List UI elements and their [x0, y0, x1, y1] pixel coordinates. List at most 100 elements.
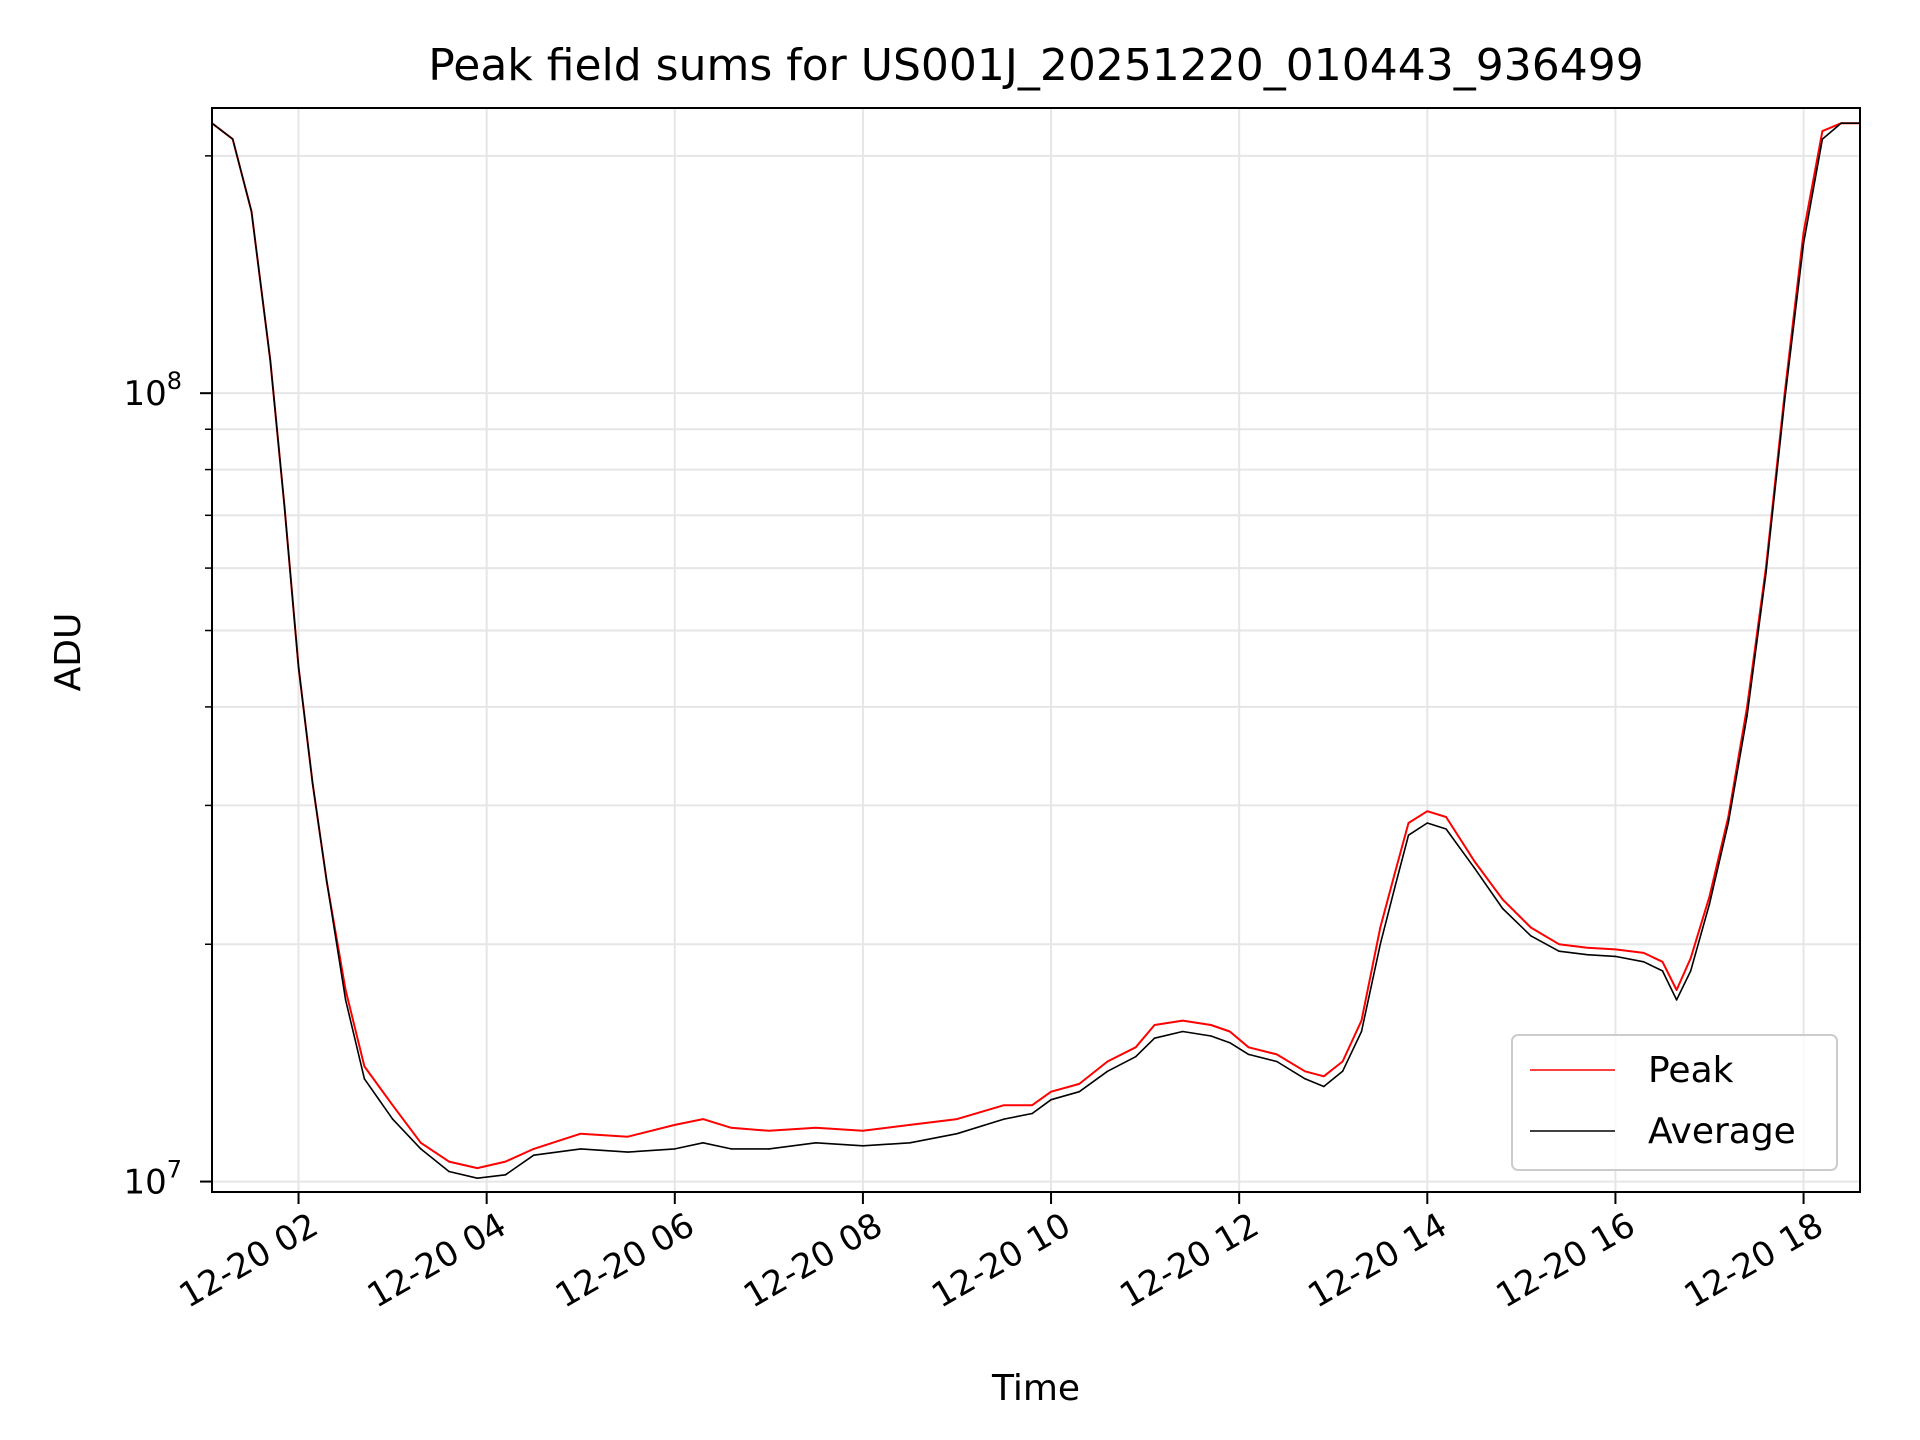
- data-point-average: [1276, 1060, 1278, 1063]
- data-point-average: [1323, 1085, 1325, 1088]
- data-point-average: [1407, 834, 1410, 836]
- data-point-peak: [730, 1127, 732, 1129]
- data-point-peak: [1003, 1104, 1005, 1106]
- data-point-peak: [1661, 961, 1664, 963]
- data-point-average: [1426, 822, 1429, 824]
- data-point-peak: [1689, 957, 1692, 959]
- data-point-peak: [1181, 1019, 1184, 1022]
- data-point-peak: [1407, 822, 1410, 824]
- data-point-average: [1360, 1030, 1363, 1033]
- y-tick-base: 10: [123, 374, 166, 414]
- data-point-average: [1379, 943, 1382, 945]
- data-point-average: [1689, 970, 1692, 972]
- data-point-peak: [1276, 1053, 1278, 1056]
- data-point-average: [1445, 828, 1447, 830]
- data-point-average: [1003, 1118, 1005, 1120]
- data-point-peak: [956, 1118, 958, 1120]
- data-point-average: [1840, 122, 1842, 124]
- data-point-average: [1586, 953, 1588, 956]
- data-point-average: [391, 1118, 394, 1120]
- data-point-average: [504, 1174, 507, 1176]
- data-point-average: [1642, 961, 1645, 963]
- data-point-peak: [815, 1127, 817, 1129]
- data-point-peak: [1229, 1030, 1231, 1033]
- data-point-average: [1106, 1070, 1109, 1073]
- data-point-peak: [1821, 130, 1824, 132]
- y-tick-exponent: 8: [167, 367, 182, 395]
- data-point-peak: [504, 1160, 507, 1163]
- data-point-average: [1050, 1098, 1052, 1101]
- data-point-peak: [702, 1118, 704, 1120]
- data-point-peak: [862, 1130, 864, 1132]
- x-axis-label: Time: [991, 1368, 1080, 1409]
- data-point-peak: [1586, 946, 1588, 949]
- data-point-peak: [768, 1130, 770, 1132]
- data-point-peak: [1426, 810, 1429, 812]
- chart-title: Peak field sums for US001J_20251220_0104…: [428, 40, 1643, 91]
- data-point-peak: [448, 1160, 450, 1163]
- y-axis-label: ADU: [48, 613, 89, 692]
- data-point-average: [579, 1148, 582, 1150]
- series-line-average: [212, 122, 1860, 1179]
- data-point-average: [1304, 1078, 1306, 1080]
- data-point-average: [909, 1142, 911, 1144]
- data-point-peak: [420, 1142, 422, 1144]
- data-point-peak: [1558, 943, 1560, 945]
- data-point-peak: [1708, 895, 1711, 898]
- data-point-average: [730, 1148, 732, 1150]
- y-tick-base: 10: [123, 1163, 166, 1203]
- series-layer: [212, 122, 1860, 1179]
- data-point-peak: [1323, 1075, 1325, 1078]
- data-point-average: [1821, 138, 1824, 140]
- data-point-average: [344, 999, 347, 1001]
- data-point-average: [1181, 1030, 1184, 1033]
- data-point-peak: [1304, 1070, 1306, 1073]
- data-point-peak: [1445, 816, 1447, 818]
- data-point-average: [363, 1078, 366, 1080]
- data-point-average: [1078, 1090, 1081, 1093]
- data-point-peak: [363, 1065, 366, 1068]
- data-point-peak: [1473, 860, 1476, 862]
- series-line-peak: [212, 122, 1860, 1170]
- data-point-average: [1210, 1035, 1212, 1037]
- data-point-peak: [1050, 1090, 1052, 1093]
- data-point-average: [269, 359, 272, 362]
- data-point-average: [1153, 1037, 1156, 1039]
- data-point-average: [1746, 714, 1748, 717]
- data-point-average: [1765, 573, 1767, 575]
- data-point-average: [1661, 970, 1664, 972]
- data-point-peak: [1642, 952, 1645, 954]
- data-point-average: [1393, 888, 1396, 890]
- data-point-average: [283, 504, 286, 507]
- data-point-average: [1614, 955, 1617, 958]
- data-point-peak: [1614, 948, 1617, 951]
- legend-box: [1511, 1034, 1838, 1171]
- data-point-peak: [1134, 1046, 1137, 1049]
- data-point-peak: [476, 1167, 479, 1169]
- data-point-average: [768, 1148, 770, 1150]
- legend-average-label: Average: [1648, 1111, 1796, 1152]
- data-point-average: [231, 138, 234, 140]
- data-point-average: [476, 1177, 479, 1179]
- grid-lines: [212, 108, 1860, 1192]
- data-point-average: [702, 1142, 704, 1144]
- legend: Peak Average: [1511, 1034, 1838, 1171]
- data-point-average: [627, 1151, 629, 1153]
- data-point-peak: [1031, 1104, 1033, 1106]
- data-point-peak: [627, 1135, 629, 1138]
- data-point-peak: [1247, 1046, 1250, 1049]
- data-point-peak: [344, 989, 347, 991]
- data-point-average: [1341, 1070, 1344, 1073]
- plot-frame: [211, 107, 1861, 1193]
- data-point-average: [326, 881, 328, 883]
- data-point-average: [420, 1148, 422, 1150]
- data-point-average: [1501, 907, 1504, 910]
- data-point-peak: [579, 1132, 582, 1135]
- data-point-average: [674, 1148, 676, 1150]
- data-point-peak: [1078, 1083, 1081, 1085]
- data-point-average: [1473, 867, 1476, 869]
- series-average: [212, 122, 1860, 1179]
- data-point-average: [1708, 903, 1711, 905]
- data-point-peak: [1802, 231, 1805, 234]
